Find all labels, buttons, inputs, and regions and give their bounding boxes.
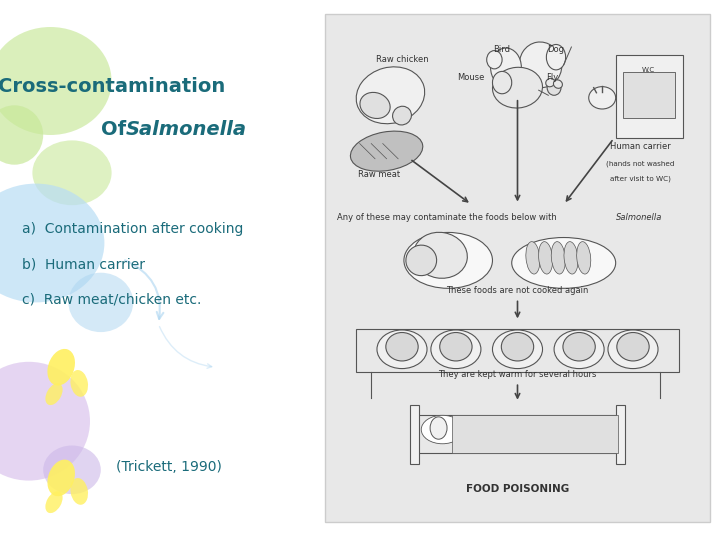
- Ellipse shape: [48, 460, 75, 496]
- Ellipse shape: [68, 273, 133, 332]
- Ellipse shape: [564, 241, 578, 274]
- Text: Bird: Bird: [494, 45, 510, 54]
- Ellipse shape: [386, 333, 418, 361]
- Ellipse shape: [0, 105, 43, 165]
- Ellipse shape: [577, 241, 591, 274]
- Bar: [325, 14, 710, 522]
- Text: b)  Human carrier: b) Human carrier: [22, 258, 145, 272]
- Ellipse shape: [43, 446, 101, 494]
- Text: W.C: W.C: [642, 67, 655, 73]
- Ellipse shape: [360, 92, 390, 118]
- Ellipse shape: [45, 491, 63, 513]
- Ellipse shape: [71, 370, 88, 397]
- Ellipse shape: [562, 431, 571, 438]
- Ellipse shape: [414, 232, 467, 278]
- Ellipse shape: [431, 330, 481, 369]
- Text: Fly: Fly: [546, 73, 558, 82]
- Ellipse shape: [512, 238, 616, 288]
- Ellipse shape: [492, 68, 542, 108]
- Text: Mouse: Mouse: [458, 73, 485, 82]
- Text: Salmonella: Salmonella: [616, 213, 662, 222]
- Ellipse shape: [32, 140, 112, 205]
- Text: c)  Raw meat/chicken etc.: c) Raw meat/chicken etc.: [22, 293, 201, 307]
- Text: Raw meat: Raw meat: [358, 170, 400, 179]
- FancyArrowPatch shape: [160, 327, 212, 368]
- Text: (hands not washed: (hands not washed: [606, 160, 675, 167]
- Ellipse shape: [71, 478, 88, 505]
- Ellipse shape: [593, 431, 602, 438]
- Ellipse shape: [377, 330, 427, 369]
- Bar: [413, 415, 621, 454]
- Ellipse shape: [467, 443, 476, 450]
- Ellipse shape: [404, 232, 492, 288]
- Ellipse shape: [487, 51, 502, 69]
- Ellipse shape: [498, 420, 508, 427]
- Ellipse shape: [498, 443, 508, 450]
- Ellipse shape: [48, 349, 75, 386]
- Text: Raw chicken: Raw chicken: [376, 55, 428, 64]
- Ellipse shape: [467, 431, 476, 438]
- Ellipse shape: [392, 106, 411, 125]
- Text: These foods are not cooked again: These foods are not cooked again: [446, 286, 589, 295]
- Text: FOOD POISONING: FOOD POISONING: [466, 484, 569, 494]
- Ellipse shape: [498, 431, 508, 438]
- Bar: [452, 415, 618, 454]
- Ellipse shape: [0, 362, 90, 481]
- Ellipse shape: [546, 44, 566, 70]
- Bar: [616, 405, 625, 463]
- Ellipse shape: [421, 415, 464, 444]
- Ellipse shape: [530, 431, 539, 438]
- Ellipse shape: [526, 241, 540, 274]
- Bar: [616, 55, 683, 138]
- Bar: [624, 72, 675, 118]
- Text: after visit to WC): after visit to WC): [611, 176, 671, 183]
- Ellipse shape: [356, 67, 425, 124]
- Ellipse shape: [501, 333, 534, 361]
- FancyArrowPatch shape: [125, 260, 163, 319]
- Ellipse shape: [492, 330, 543, 369]
- Text: a)  Contamination after cooking: a) Contamination after cooking: [22, 222, 243, 237]
- Ellipse shape: [467, 420, 476, 427]
- Ellipse shape: [546, 78, 554, 87]
- Ellipse shape: [593, 443, 602, 450]
- Ellipse shape: [562, 420, 571, 427]
- Text: Salmonella: Salmonella: [126, 120, 247, 139]
- Ellipse shape: [530, 443, 539, 450]
- Ellipse shape: [406, 245, 436, 275]
- Ellipse shape: [440, 333, 472, 361]
- Ellipse shape: [0, 27, 112, 135]
- Text: (Trickett, 1990): (Trickett, 1990): [116, 460, 222, 474]
- Text: Human carrier: Human carrier: [611, 141, 671, 151]
- Bar: [410, 405, 419, 463]
- Ellipse shape: [490, 48, 521, 86]
- Text: Cross-contamination: Cross-contamination: [0, 77, 225, 96]
- Text: Of: Of: [101, 120, 140, 139]
- Ellipse shape: [45, 383, 63, 405]
- Ellipse shape: [608, 330, 658, 369]
- Text: Any of these may contaminate the foods below with: Any of these may contaminate the foods b…: [336, 213, 557, 222]
- Ellipse shape: [554, 330, 604, 369]
- Bar: [356, 329, 679, 372]
- Text: Dog: Dog: [547, 45, 564, 54]
- Ellipse shape: [554, 80, 562, 89]
- Text: They are kept warm for several hours: They are kept warm for several hours: [438, 370, 597, 379]
- Ellipse shape: [552, 241, 565, 274]
- Ellipse shape: [0, 184, 104, 302]
- Ellipse shape: [492, 71, 512, 94]
- Ellipse shape: [539, 241, 553, 274]
- Ellipse shape: [547, 80, 561, 95]
- Ellipse shape: [563, 333, 595, 361]
- Ellipse shape: [351, 131, 423, 171]
- Ellipse shape: [617, 333, 649, 361]
- Ellipse shape: [519, 42, 562, 87]
- Ellipse shape: [593, 420, 602, 427]
- Ellipse shape: [562, 443, 571, 450]
- Ellipse shape: [530, 420, 539, 427]
- Ellipse shape: [589, 86, 616, 109]
- Ellipse shape: [430, 417, 447, 439]
